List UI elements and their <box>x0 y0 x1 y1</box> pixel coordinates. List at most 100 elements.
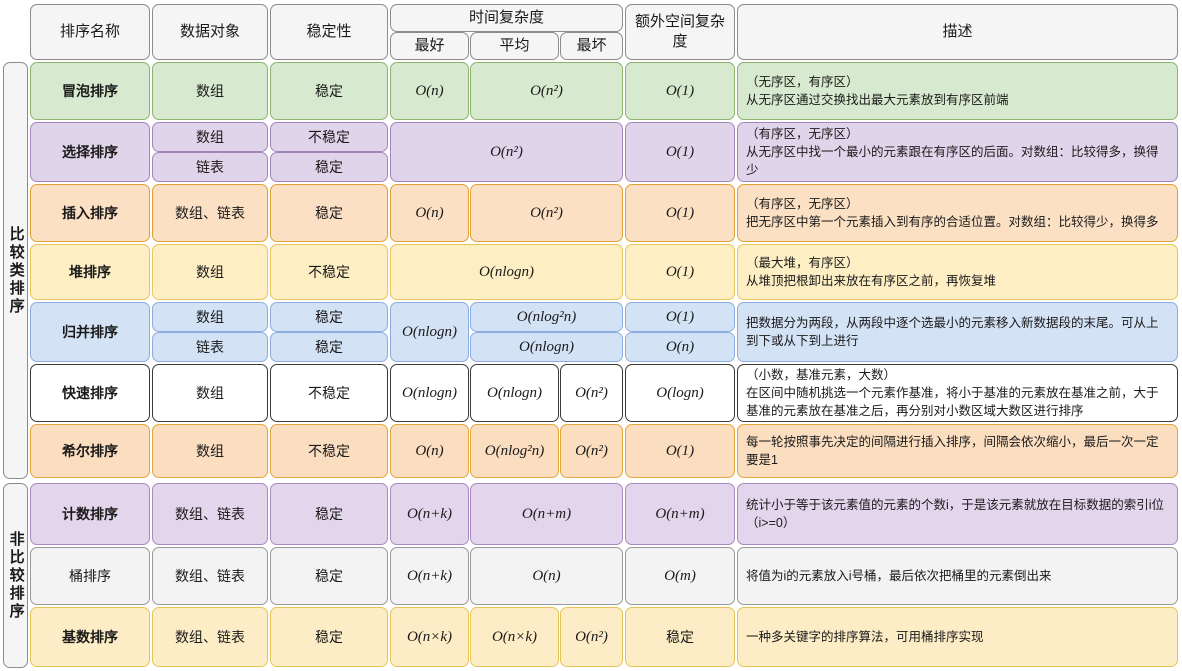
group-label-noncomparison: 非比较排序 <box>3 483 28 668</box>
header-space-complexity: 额外空间复杂度 <box>625 4 735 60</box>
row-insertion-best: O(n) <box>390 184 469 242</box>
row-selection-object-array: 数组 <box>152 122 268 152</box>
row-radix-space: 稳定 <box>625 607 735 667</box>
row-selection-time-all: O(n²) <box>390 122 623 182</box>
row-radix-stability: 稳定 <box>270 607 388 667</box>
row-radix-average: O(n×k) <box>470 607 559 667</box>
row-insertion-object: 数组、链表 <box>152 184 268 242</box>
header-description: 描述 <box>737 4 1178 60</box>
row-merge-name: 归并排序 <box>30 302 150 362</box>
row-merge-space-list: O(n) <box>625 332 735 362</box>
group-label-comparison: 比较类排序 <box>3 62 28 479</box>
row-shell-description: 每一轮按照事先决定的间隔进行插入排序，间隔会依次缩小，最后一次一定要是1 <box>737 424 1178 478</box>
row-quick-description: （小数，基准元素，大数） 在区间中随机挑选一个元素作基准，将小于基准的元素放在基… <box>737 364 1178 422</box>
row-quick-name: 快速排序 <box>30 364 150 422</box>
row-shell-stability: 不稳定 <box>270 424 388 478</box>
row-radix-description: 一种多关键字的排序算法，可用桶排序实现 <box>737 607 1178 667</box>
row-shell-worst: O(n²) <box>560 424 623 478</box>
header-best-label: 最好 <box>414 36 445 54</box>
row-bubble-best: O(n) <box>390 62 469 120</box>
row-insertion-name: 插入排序 <box>30 184 150 242</box>
row-bubble-description: （无序区，有序区） 从无序区通过交换找出最大元素放到有序区前端 <box>737 62 1178 120</box>
header-space-complexity-label: 额外空间复杂度 <box>634 12 725 50</box>
row-bucket-object: 数组、链表 <box>152 547 268 605</box>
header-average: 平均 <box>470 32 559 60</box>
row-bucket-average-worst: O(n) <box>470 547 623 605</box>
row-counting-description: 统计小于等于该元素值的元素的个数i，于是该元素就放在目标数据的索引i位（i>=0… <box>737 483 1178 545</box>
header-time-complexity-label: 时间复杂度 <box>468 8 544 26</box>
row-bucket-space: O(m) <box>625 547 735 605</box>
group-label-noncomparison-text: 非比较排序 <box>7 530 25 621</box>
row-insertion-average-worst: O(n²) <box>470 184 623 242</box>
row-counting-average-worst: O(n+m) <box>470 483 623 545</box>
row-counting-space: O(n+m) <box>625 483 735 545</box>
row-quick-best: O(nlogn) <box>390 364 469 422</box>
row-merge-space-array: O(1) <box>625 302 735 332</box>
row-heap-time-all: O(nlogn) <box>390 244 623 300</box>
row-merge-best: O(nlogn) <box>390 302 469 362</box>
row-shell-name: 希尔排序 <box>30 424 150 478</box>
row-shell-object: 数组 <box>152 424 268 478</box>
row-merge-object-list: 链表 <box>152 332 268 362</box>
row-quick-object: 数组 <box>152 364 268 422</box>
row-radix-best: O(n×k) <box>390 607 469 667</box>
row-radix-name: 基数排序 <box>30 607 150 667</box>
row-quick-stability: 不稳定 <box>270 364 388 422</box>
header-worst-label: 最坏 <box>576 36 607 54</box>
header-data-object-label: 数据对象 <box>179 22 240 40</box>
header-data-object: 数据对象 <box>152 4 268 60</box>
row-radix-worst: O(n²) <box>560 607 623 667</box>
row-bubble-object: 数组 <box>152 62 268 120</box>
row-quick-space: O(logn) <box>625 364 735 422</box>
header-average-label: 平均 <box>499 36 530 54</box>
row-selection-name: 选择排序 <box>30 122 150 182</box>
row-insertion-description: （有序区，无序区） 把无序区中第一个元素插入到有序的合适位置。对数组：比较得少，… <box>737 184 1178 242</box>
row-shell-space: O(1) <box>625 424 735 478</box>
row-merge-description: 把数据分为两段，从两段中逐个选最小的元素移入新数据段的末尾。可从上到下或从下到上… <box>737 302 1178 362</box>
row-selection-stability-array: 不稳定 <box>270 122 388 152</box>
row-selection-space: O(1) <box>625 122 735 182</box>
header-stability-label: 稳定性 <box>306 22 352 40</box>
row-bucket-name: 桶排序 <box>30 547 150 605</box>
header-description-label: 描述 <box>942 22 973 40</box>
row-radix-object: 数组、链表 <box>152 607 268 667</box>
group-label-comparison-text: 比较类排序 <box>7 225 25 316</box>
row-bubble-stability: 稳定 <box>270 62 388 120</box>
row-quick-average: O(nlogn) <box>470 364 559 422</box>
row-heap-description: （最大堆，有序区） 从堆顶把根卸出来放在有序区之前，再恢复堆 <box>737 244 1178 300</box>
row-bubble-name: 冒泡排序 <box>30 62 150 120</box>
row-insertion-space: O(1) <box>625 184 735 242</box>
row-heap-stability: 不稳定 <box>270 244 388 300</box>
row-bubble-average-worst: O(n²) <box>470 62 623 120</box>
row-counting-best: O(n+k) <box>390 483 469 545</box>
row-bucket-best: O(n+k) <box>390 547 469 605</box>
row-merge-object-array: 数组 <box>152 302 268 332</box>
row-bubble-space: O(1) <box>625 62 735 120</box>
row-bucket-description: 将值为i的元素放入i号桶，最后依次把桶里的元素倒出来 <box>737 547 1178 605</box>
row-merge-stability-list: 稳定 <box>270 332 388 362</box>
row-merge-average-worst-array: O(nlog²n) <box>470 302 623 332</box>
header-sort-name: 排序名称 <box>30 4 150 60</box>
row-merge-average-worst-list: O(nlogn) <box>470 332 623 362</box>
row-quick-worst: O(n²) <box>560 364 623 422</box>
header-sort-name-label: 排序名称 <box>59 22 120 40</box>
row-bucket-stability: 稳定 <box>270 547 388 605</box>
row-heap-object: 数组 <box>152 244 268 300</box>
row-heap-name: 堆排序 <box>30 244 150 300</box>
row-counting-stability: 稳定 <box>270 483 388 545</box>
row-heap-space: O(1) <box>625 244 735 300</box>
header-stability: 稳定性 <box>270 4 388 60</box>
header-worst: 最坏 <box>560 32 623 60</box>
row-counting-object: 数组、链表 <box>152 483 268 545</box>
row-shell-average: O(nlog²n) <box>470 424 559 478</box>
row-selection-stability-list: 稳定 <box>270 152 388 182</box>
row-selection-object-list: 链表 <box>152 152 268 182</box>
header-best: 最好 <box>390 32 469 60</box>
header-time-complexity: 时间复杂度 <box>390 4 623 32</box>
row-merge-stability-array: 稳定 <box>270 302 388 332</box>
row-shell-best: O(n) <box>390 424 469 478</box>
row-selection-description: （有序区，无序区） 从无序区中找一个最小的元素跟在有序区的后面。对数组：比较得多… <box>737 122 1178 182</box>
row-insertion-stability: 稳定 <box>270 184 388 242</box>
row-counting-name: 计数排序 <box>30 483 150 545</box>
